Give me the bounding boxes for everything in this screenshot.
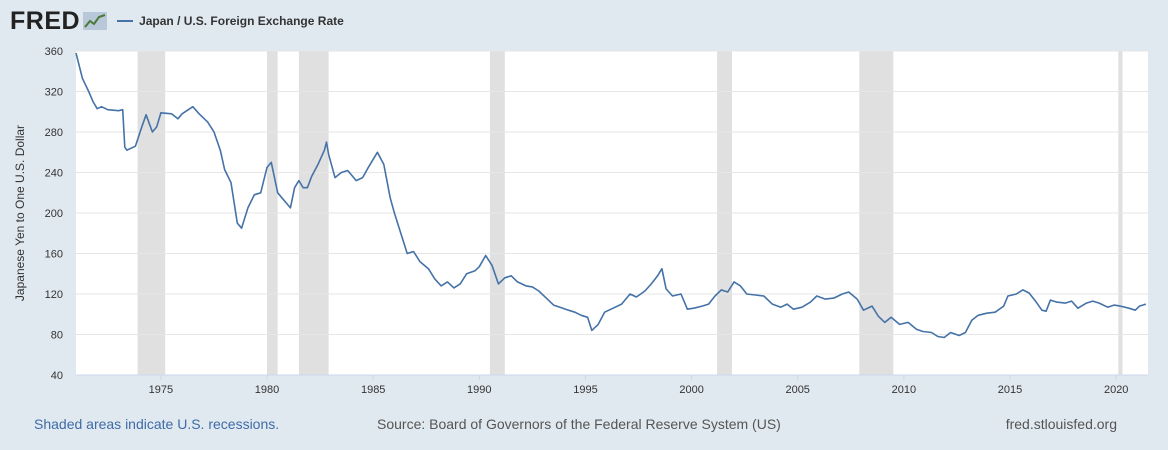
legend-swatch [117,20,134,22]
series-layer [75,52,1147,339]
x-tick-label-1980: 1980 [255,384,279,396]
x-tick-label-2000: 2000 [679,384,703,396]
y-tick-label-360: 360 [45,46,63,58]
fred-logo[interactable]: FRED [10,6,81,35]
x-tick-label-2020: 2020 [1104,384,1128,396]
series-line-0[interactable] [75,52,1147,339]
x-axis: 1975 1980 1985 1990 1995 2000 2005 2010 2015 2020 [76,374,1148,396]
fred-logo-graph-icon [83,12,108,30]
x-tick-label-1985: 1985 [361,384,385,396]
recessions-note-link[interactable]: Shaded areas indicate U.S. recessions. [34,416,280,432]
fred-site-link[interactable]: fred.stlouisfed.org [1005,416,1117,432]
y-tick-label-320: 320 [45,87,63,99]
x-tick-label-1995: 1995 [573,384,597,396]
y-tick-label-200: 200 [45,208,63,220]
source-note: Source: Board of Governors of the Federa… [377,416,781,432]
y-axis: 40 80 120 160 200 240 280 320 360 [45,46,63,382]
chart-legend: Japan / U.S. Foreign Exchange Rate [117,14,344,28]
x-tick-label-1975: 1975 [149,384,173,396]
x-tick-label-2010: 2010 [892,384,916,396]
chart-footer: Shaded areas indicate U.S. recessions. S… [0,414,1168,436]
y-tick-label-120: 120 [45,289,63,301]
y-tick-label-280: 280 [45,127,63,139]
x-tick-label-1990: 1990 [467,384,491,396]
legend-label: Japan / U.S. Foreign Exchange Rate [139,14,344,28]
x-tick-label-2005: 2005 [785,384,809,396]
y-tick-label-160: 160 [45,249,63,261]
chart-header: FRED Japan / U.S. Foreign Exchange Rate [10,6,344,36]
y-tick-label-40: 40 [51,370,63,382]
y-axis-label: Japanese Yen to One U.S. Dollar [13,125,27,301]
y-tick-label-80: 80 [51,330,63,342]
x-tick-label-2015: 2015 [998,384,1022,396]
y-tick-label-240: 240 [45,168,63,180]
